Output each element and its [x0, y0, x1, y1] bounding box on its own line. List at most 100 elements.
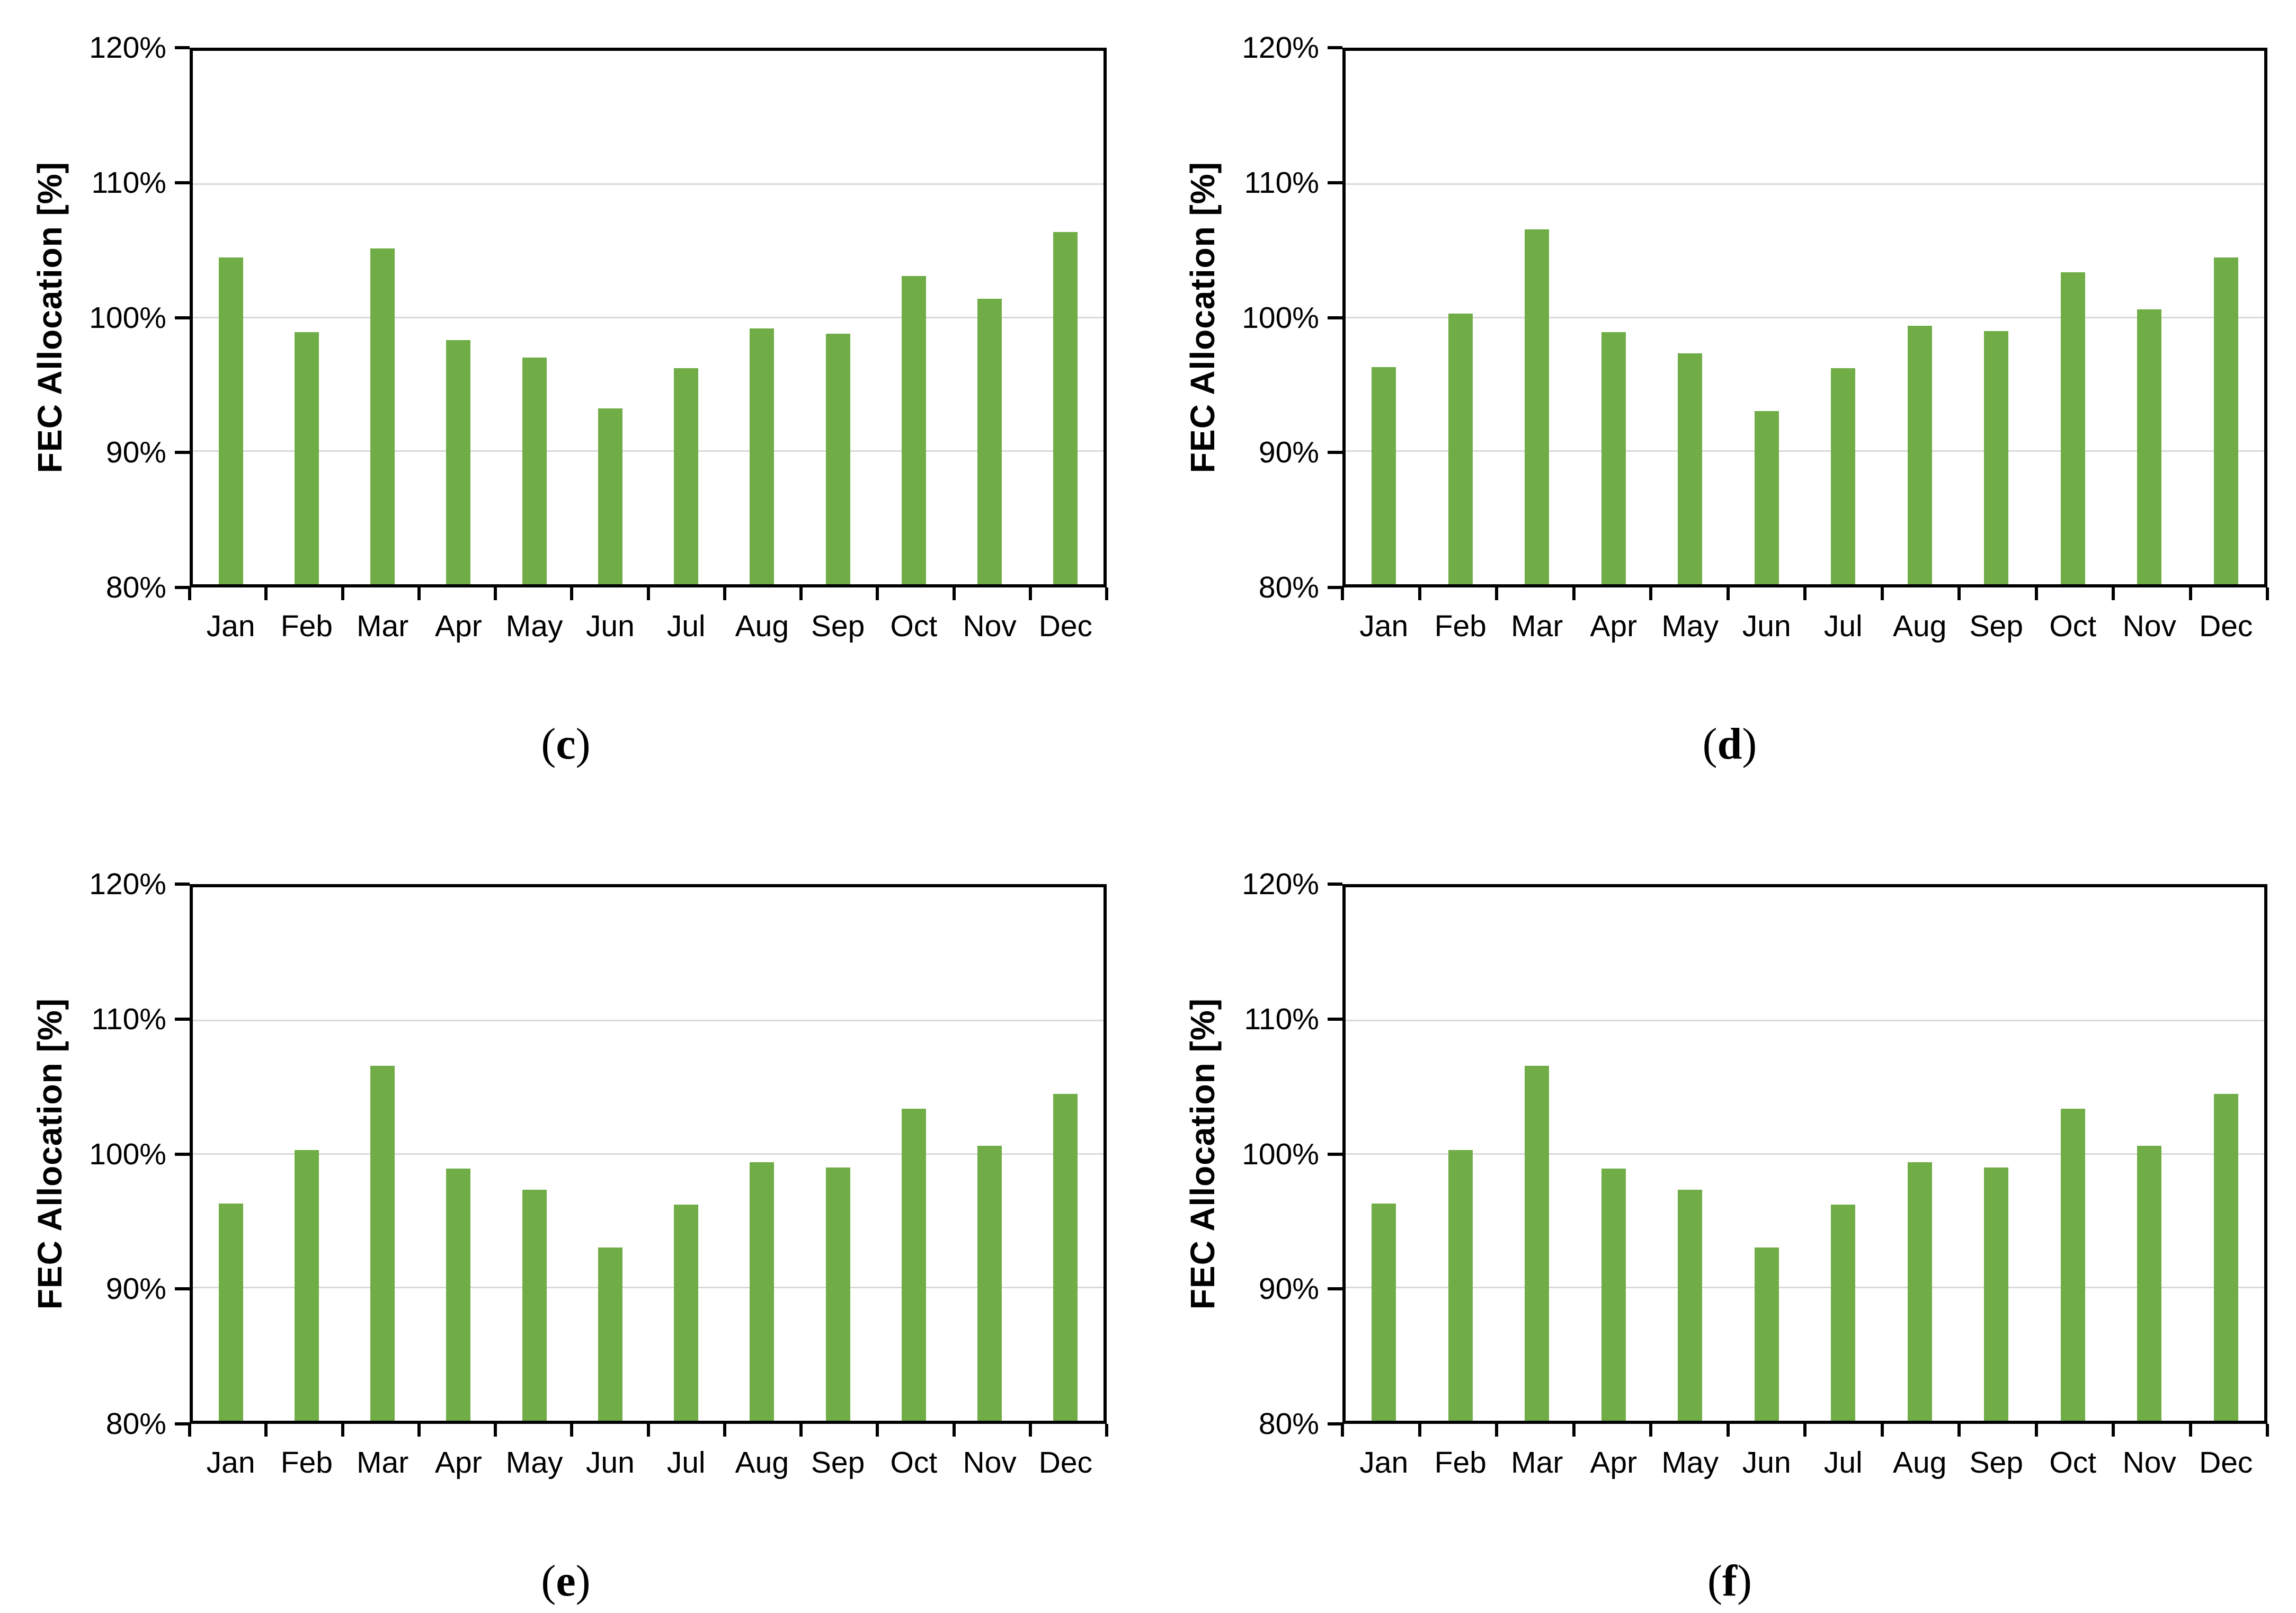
bar-may: [1678, 353, 1703, 584]
paren-close: ): [575, 1556, 591, 1606]
y-tick-label: 80%: [1258, 1407, 1319, 1441]
x-tick-label-mar: Mar: [1511, 1446, 1563, 1480]
x-tick-label-oct: Oct: [890, 609, 938, 643]
x-tick-label-aug: Aug: [735, 1446, 789, 1480]
bar-jul: [1831, 368, 1856, 584]
y-tick-label: 90%: [105, 1272, 166, 1306]
y-tick-label: 90%: [105, 435, 166, 470]
plot-frame: [1342, 48, 2267, 587]
bar-mar: [1525, 1066, 1550, 1421]
x-tick-label-sep: Sep: [811, 609, 865, 643]
x-tick-label-sep: Sep: [1969, 609, 2023, 643]
gridline: [193, 1286, 1103, 1288]
x-tick-label-oct: Oct: [2049, 1446, 2097, 1480]
bar-may: [522, 358, 547, 584]
x-tick-label-jul: Jul: [1823, 609, 1863, 643]
x-tick-label-apr: Apr: [435, 609, 482, 643]
x-tick-label-dec: Dec: [1038, 609, 1093, 643]
bar-jan: [218, 1203, 243, 1421]
x-tick-mark: [341, 587, 344, 600]
x-tick-mark: [570, 1424, 574, 1437]
x-tick-label-mar: Mar: [1511, 609, 1563, 643]
x-tick-mark: [1957, 1424, 1961, 1437]
plot-frame: [1342, 884, 2267, 1424]
paren-open: (: [541, 1556, 556, 1606]
x-tick-mark: [417, 1424, 421, 1437]
bar-sep: [825, 333, 850, 584]
y-tick-mark: [175, 46, 190, 49]
x-tick-label-may: May: [1661, 1446, 1719, 1480]
x-tick-mark: [1418, 587, 1421, 600]
paren-open: (: [541, 719, 556, 769]
bar-jul: [1831, 1205, 1856, 1421]
bar-feb: [294, 1149, 319, 1421]
x-tick-label-jan: Jan: [1359, 1446, 1409, 1480]
x-tick-label-oct: Oct: [890, 1446, 938, 1480]
x-tick-mark: [2034, 587, 2038, 600]
y-tick-label: 100%: [1242, 300, 1319, 335]
gridline: [193, 1153, 1103, 1155]
y-tick-label: 100%: [89, 300, 166, 335]
x-tick-mark: [1803, 587, 1806, 600]
x-tick-mark: [876, 587, 879, 600]
plot-frame: [190, 48, 1107, 587]
y-tick-mark: [175, 181, 190, 184]
x-tick-label-dec: Dec: [2199, 609, 2253, 643]
y-tick-label: 90%: [1258, 435, 1319, 470]
x-tick-label-jul: Jul: [666, 609, 706, 643]
x-tick-mark: [264, 587, 268, 600]
bar-may: [1678, 1190, 1703, 1421]
y-tick-label: 120%: [89, 31, 166, 65]
bar-apr: [1601, 1169, 1626, 1421]
x-tick-mark: [723, 1424, 726, 1437]
gridline: [1346, 317, 2264, 318]
y-tick-mark: [175, 883, 190, 886]
bar-oct: [2060, 1108, 2085, 1421]
x-tick-mark: [646, 1424, 650, 1437]
x-tick-mark: [417, 587, 421, 600]
x-tick-mark: [1649, 1424, 1652, 1437]
x-tick-label-apr: Apr: [1590, 609, 1638, 643]
gridline: [1346, 450, 2264, 452]
bar-may: [522, 1190, 547, 1421]
y-tick-mark: [175, 1152, 190, 1156]
x-tick-mark: [2188, 587, 2192, 600]
bar-apr: [1601, 332, 1626, 584]
bar-jun: [1754, 1247, 1779, 1421]
y-tick-label: 120%: [1242, 867, 1319, 901]
gridline: [1346, 1153, 2264, 1155]
bar-nov: [977, 299, 1002, 584]
x-tick-mark: [188, 1424, 191, 1437]
x-tick-mark: [1341, 587, 1344, 600]
y-tick-label: 110%: [91, 165, 166, 200]
y-tick-mark: [1328, 46, 1342, 49]
bar-mar: [1525, 229, 1550, 584]
x-tick-label-jan: Jan: [206, 1446, 255, 1480]
x-tick-mark: [1803, 1424, 1806, 1437]
bar-oct: [901, 1108, 926, 1421]
bar-mar: [370, 248, 395, 584]
x-tick-mark: [1880, 1424, 1884, 1437]
bar-feb: [1448, 313, 1473, 584]
x-tick-label-aug: Aug: [735, 609, 789, 643]
x-tick-mark: [952, 1424, 956, 1437]
x-tick-mark: [1880, 587, 1884, 600]
x-tick-label-mar: Mar: [357, 1446, 409, 1480]
x-tick-mark: [952, 587, 956, 600]
x-tick-label-may: May: [505, 1446, 563, 1480]
y-tick-mark: [1328, 586, 1342, 589]
bar-jan: [1372, 367, 1396, 584]
x-tick-label-oct: Oct: [2049, 609, 2097, 643]
x-tick-label-jul: Jul: [666, 1446, 706, 1480]
y-tick-label: 110%: [1244, 1002, 1319, 1036]
y-tick-label: 120%: [1242, 31, 1319, 65]
bar-sep: [825, 1167, 850, 1421]
x-tick-label-feb: Feb: [1434, 609, 1487, 643]
bar-sep: [1984, 1167, 2009, 1421]
x-tick-label-may: May: [505, 609, 563, 643]
gridline: [193, 317, 1103, 318]
panel-letter: e: [556, 1556, 576, 1606]
y-tick-mark: [175, 451, 190, 455]
